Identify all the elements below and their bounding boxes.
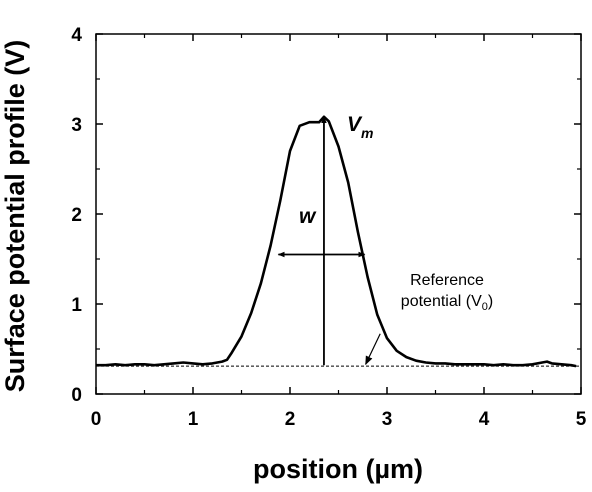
x-tick-label: 5 <box>576 409 587 430</box>
x-tick-label: 2 <box>285 409 296 430</box>
x-tick-label: 1 <box>188 409 199 430</box>
reference-label-line2: potential (V0) <box>401 293 493 313</box>
series-layer <box>96 115 581 368</box>
x-tick-label: 3 <box>382 409 393 430</box>
y-tick-label: 1 <box>71 295 82 316</box>
annotation-layer <box>277 116 381 366</box>
y-tick-label: 0 <box>71 385 82 406</box>
y-tick-label: 2 <box>71 205 82 226</box>
y-tick-label: 3 <box>71 115 82 136</box>
y-axis-title: Surface potential profile (V) <box>0 40 30 393</box>
plot-frame <box>95 33 582 395</box>
x-axis-title: position (µm) <box>253 454 423 484</box>
y-tick-label: 4 <box>71 25 82 46</box>
y-tick-labels: 0 1 2 3 4 <box>71 25 82 406</box>
x-tick-label: 0 <box>91 409 102 430</box>
w-label: w <box>299 205 317 228</box>
x-tick-labels: 0 1 2 3 4 5 <box>91 409 587 430</box>
potential-profile-line <box>96 115 577 368</box>
reference-label-line1: Reference <box>410 272 484 289</box>
reference-arrow <box>365 333 381 366</box>
x-tick-label: 4 <box>479 409 490 430</box>
vm-label: Vm <box>347 113 373 141</box>
axis-ticks <box>95 33 582 395</box>
